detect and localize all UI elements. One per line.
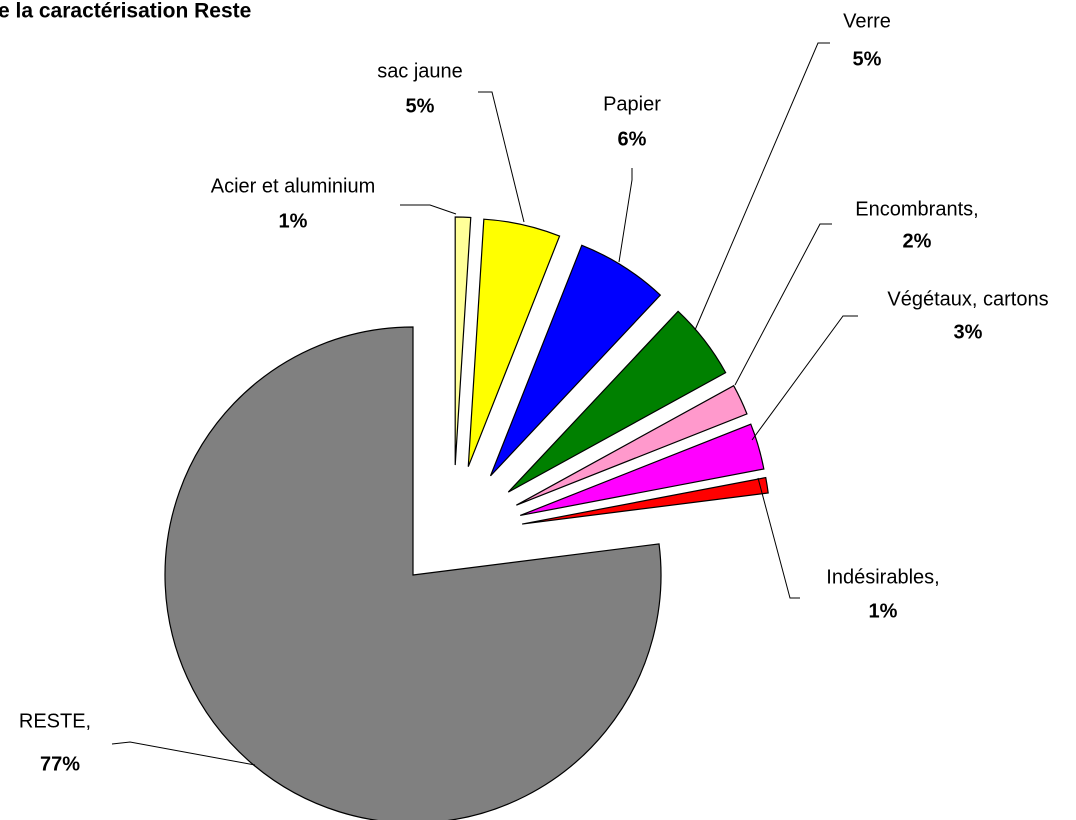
slice-label: Encombrants, <box>855 198 978 220</box>
slice-label: Acier et aluminium <box>211 175 376 197</box>
pie-slice <box>467 218 561 467</box>
leader-line <box>734 223 832 386</box>
pie-slice <box>507 310 727 493</box>
pie-slice <box>516 384 748 506</box>
leader-line <box>478 91 525 223</box>
leader-line <box>751 315 858 441</box>
leader-line <box>757 477 800 599</box>
slice-value-label: 6% <box>618 128 647 150</box>
slice-label: Indésirables, <box>826 566 939 588</box>
leader-line <box>618 168 633 263</box>
slice-value-label: 1% <box>869 600 898 622</box>
slice-value-label: 5% <box>853 48 882 70</box>
pie-slice <box>454 216 472 466</box>
pie-slice <box>164 326 662 820</box>
pie-slice <box>489 244 662 477</box>
slice-label: Papier <box>603 93 661 115</box>
chart-title: e la caractérisation Reste <box>0 0 251 23</box>
leader-line <box>400 204 457 215</box>
pie-slice <box>520 423 765 517</box>
slice-label: Verre <box>843 10 891 32</box>
slice-value-label: 1% <box>279 210 308 232</box>
slice-label: RESTE, <box>19 710 91 732</box>
slice-label: Végétaux, cartons <box>887 288 1048 310</box>
slice-value-label: 2% <box>903 230 932 252</box>
slice-value-label: 5% <box>406 95 435 117</box>
slice-value-label: 3% <box>954 321 983 343</box>
slice-value-label: 77% <box>40 753 80 775</box>
leader-line <box>111 741 256 766</box>
slice-label: sac jaune <box>377 60 463 82</box>
pie-slice <box>522 476 769 525</box>
leader-line <box>694 42 830 331</box>
